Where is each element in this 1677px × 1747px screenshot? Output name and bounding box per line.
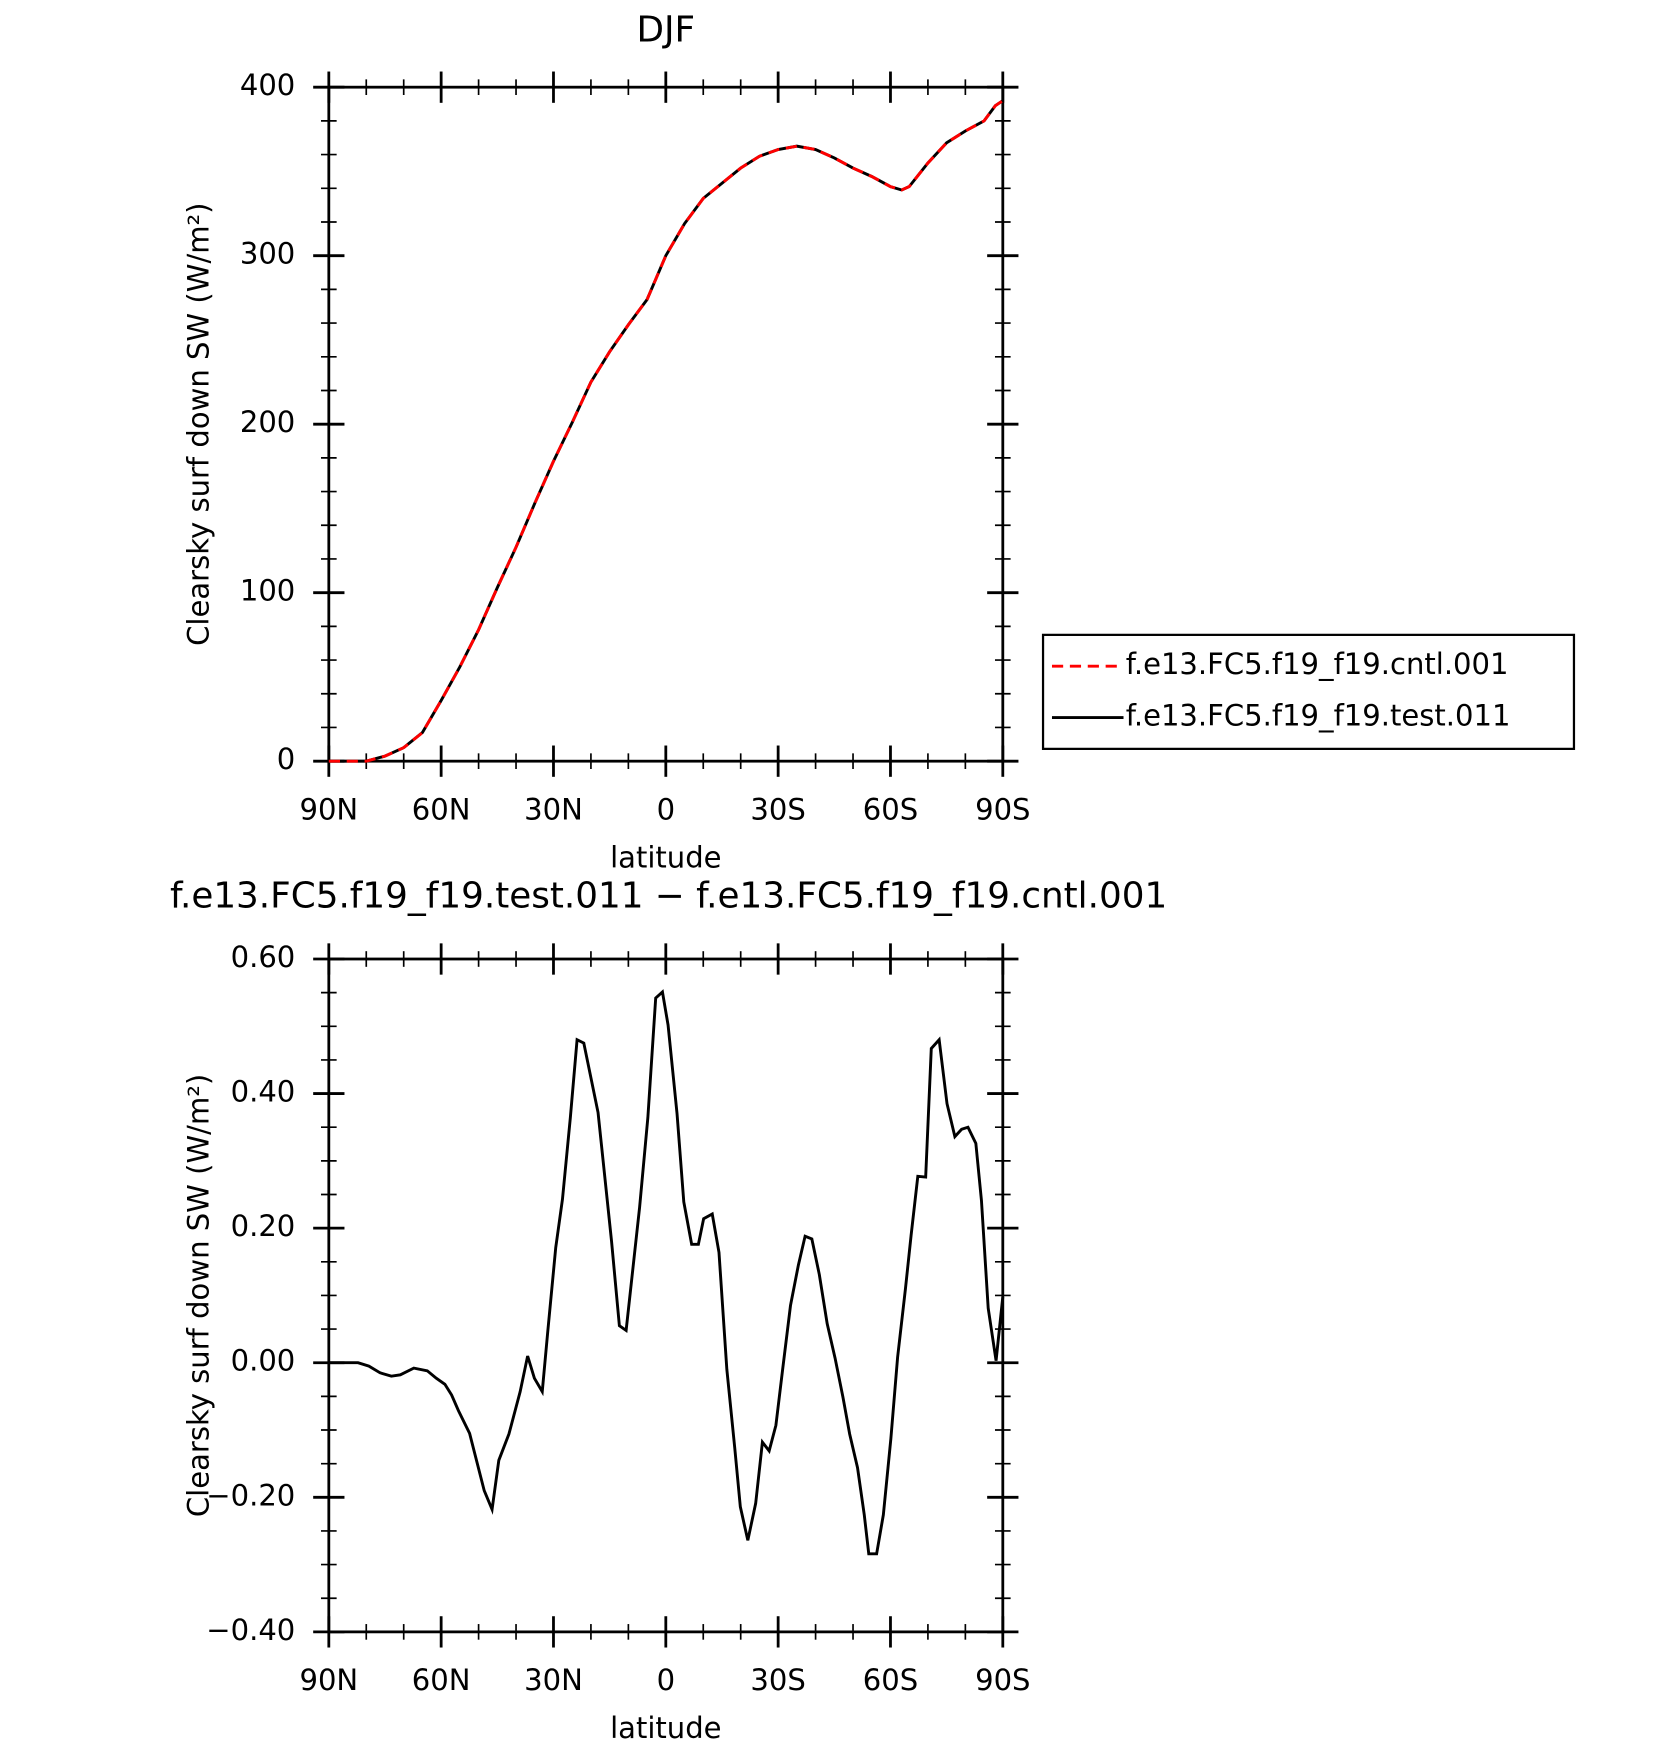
y-tick-label: 0.20 [231,1209,296,1243]
y-tick-label: 0.60 [231,940,296,974]
y-tick-label: 0 [277,742,295,776]
x-tick-label: 30N [524,792,583,826]
x-axis-label: latitude [610,1711,721,1745]
plot-frame [327,957,1005,1634]
x-tick-label: 30S [750,1663,805,1697]
legend-label: f.e13.FC5.f19_f19.cntl.001 [1126,647,1509,681]
y-tick-label: 400 [240,68,295,102]
y-tick-label: 100 [240,574,295,608]
y-tick-label: −0.40 [206,1613,295,1647]
chart-title: f.e13.FC5.f19_f19.test.011 − f.e13.FC5.f… [170,876,1167,917]
plot-frame [327,85,1005,763]
x-tick-label: 30N [524,1663,583,1697]
chart-title: DJF [636,9,695,50]
y-axis-label: Clearsky surf down SW (W/m²) [181,1074,215,1517]
legend-label: f.e13.FC5.f19_f19.test.011 [1126,699,1511,733]
data-line [328,989,1005,1556]
x-tick-label: 60N [412,1663,471,1697]
y-tick-label: −0.20 [206,1478,295,1512]
x-tick-label: 0 [657,792,675,826]
x-tick-label: 60N [412,792,471,826]
y-axis-label: Clearsky surf down SW (W/m²) [181,202,215,645]
data-line [328,99,1004,763]
x-tick-label: 60S [863,1663,918,1697]
data-line [328,99,1004,763]
y-tick-label: 300 [240,237,295,271]
x-tick-label: 30S [750,792,805,826]
x-tick-label: 90N [299,1663,358,1697]
y-tick-label: 0.00 [231,1344,296,1378]
x-tick-label: 90N [299,792,358,826]
x-axis-label: latitude [610,841,721,875]
x-tick-label: 0 [657,1663,675,1697]
legend-box [1041,633,1576,750]
x-tick-label: 90S [975,792,1030,826]
x-tick-label: 60S [863,792,918,826]
x-tick-label: 90S [975,1663,1030,1697]
y-tick-label: 200 [240,405,295,439]
y-tick-label: 0.40 [231,1075,296,1109]
